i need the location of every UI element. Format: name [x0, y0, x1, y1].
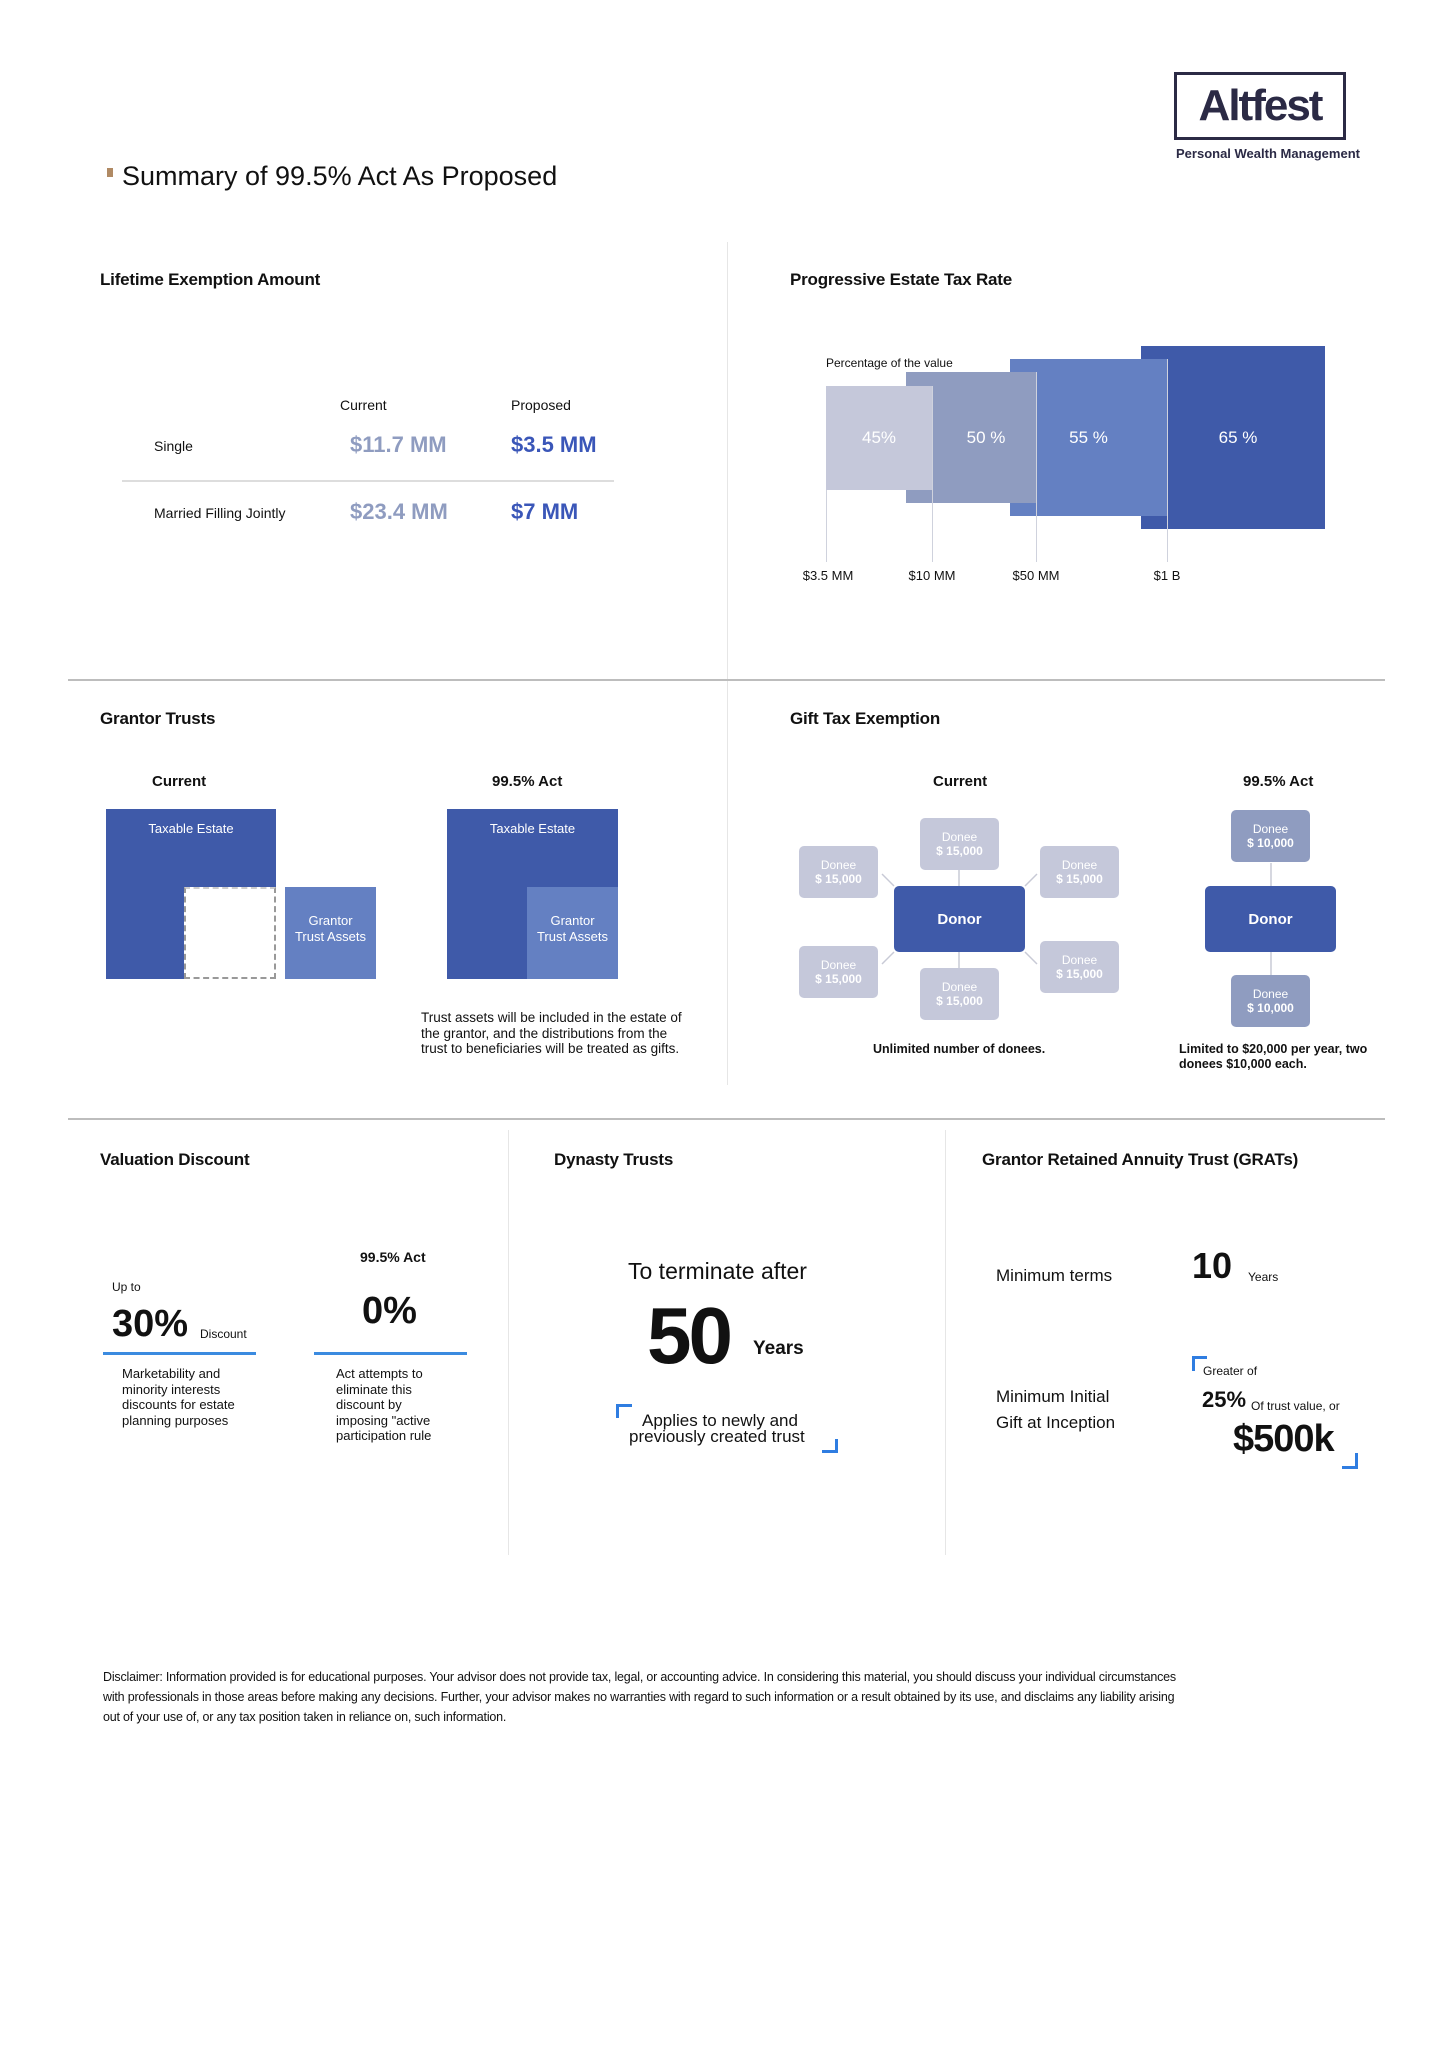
title-bullet	[107, 168, 113, 177]
term-value: 50	[647, 1291, 733, 1380]
connector-arrows	[881, 863, 1272, 975]
act-note: Limited to $20,000 per year, two donees …	[1179, 1042, 1368, 1071]
accent-line	[103, 1352, 256, 1355]
column-header: Current	[340, 397, 387, 413]
section-title: Progressive Estate Tax Rate	[790, 270, 1013, 289]
page-title: Summary of 99.5% Act As Proposed	[122, 161, 558, 191]
donee: Donee $ 15,000	[1040, 846, 1119, 898]
bracket-icon	[616, 1404, 632, 1418]
divider	[727, 242, 728, 1085]
row-label: Married Filling Jointly	[154, 505, 286, 521]
terms-label: Minimum terms	[996, 1266, 1113, 1285]
proposed-value: $3.5 MM	[511, 432, 597, 457]
pct-note: Of trust value, or	[1251, 1399, 1340, 1413]
grantor-trust-assets-current: Grantor Trust Assets	[285, 887, 376, 979]
threshold-label: $10 MM	[908, 568, 956, 583]
act-label: 99.5% Act	[360, 1249, 426, 1265]
donee: Donee $ 15,000	[799, 846, 878, 898]
current-label: Current	[152, 773, 207, 790]
gift-pct: 25%	[1202, 1387, 1247, 1412]
chart-caption: Percentage of the value	[826, 356, 953, 370]
donee: Donee $ 15,000	[920, 818, 999, 870]
terms-unit: Years	[1248, 1270, 1279, 1284]
threshold-line	[826, 490, 827, 562]
up-to-label: Up to	[112, 1280, 141, 1294]
grantor-trust-assets-act: Grantor Trust Assets	[527, 887, 618, 979]
bracket-icon	[1192, 1356, 1207, 1371]
threshold-line	[932, 386, 933, 562]
act-label: 99.5% Act	[492, 773, 563, 790]
logo: Altfest	[1174, 72, 1346, 140]
current-value: $23.4 MM	[350, 499, 448, 524]
donee: Donee $ 10,000	[1231, 810, 1310, 862]
donor-act: Donor	[1205, 886, 1336, 952]
discount-label: Discount	[200, 1327, 247, 1341]
disclaimer: Disclaimer: Information provided is for …	[103, 1670, 1176, 1724]
current-note: Marketability and minority interests dis…	[122, 1366, 235, 1428]
current-label: Current	[933, 773, 988, 790]
threshold-line	[1167, 359, 1168, 562]
section-title: Grantor Retained Annuity Trust (GRATs)	[982, 1150, 1299, 1169]
bracket-icon	[822, 1439, 838, 1453]
grantor-note: Trust assets will be included in the est…	[421, 1010, 682, 1057]
current-discount: 30%	[112, 1303, 189, 1345]
term-unit: Years	[753, 1338, 804, 1359]
divider	[945, 1130, 946, 1555]
logo-tagline: Personal Wealth Management	[1176, 146, 1360, 161]
donee: Donee $ 15,000	[799, 946, 878, 998]
note-line: Applies to newly and	[642, 1411, 798, 1430]
rate-bar-65: 65 %	[1141, 346, 1325, 529]
lead-text: To terminate after	[628, 1258, 807, 1284]
threshold-label: $50 MM	[1012, 568, 1060, 583]
section-title: Gift Tax Exemption	[790, 709, 941, 728]
divider	[68, 679, 1385, 681]
section-title: Grantor Trusts	[100, 709, 216, 728]
gift-label: Minimum Initial	[996, 1387, 1110, 1406]
greater-label: Greater of	[1203, 1364, 1258, 1378]
section-title: Dynasty Trusts	[554, 1150, 674, 1169]
donor-current: Donor	[894, 886, 1025, 952]
terms-value: 10	[1192, 1245, 1233, 1286]
section-title: Valuation Discount	[100, 1150, 250, 1169]
donee: Donee $ 10,000	[1231, 975, 1310, 1027]
section-title: Lifetime Exemption Amount	[100, 270, 321, 289]
threshold-line	[1036, 372, 1037, 562]
gift-amount: $500k	[1233, 1418, 1335, 1460]
divider	[68, 1118, 1385, 1120]
act-note: Act attempts to eliminate this discount …	[336, 1366, 432, 1444]
current-note: Unlimited number of donees.	[873, 1042, 1046, 1056]
threshold-label: $3.5 MM	[802, 568, 854, 583]
donee: Donee $ 15,000	[920, 968, 999, 1020]
act-label: 99.5% Act	[1243, 773, 1314, 790]
threshold-label: $1 B	[1153, 568, 1181, 583]
bracket-icon	[1342, 1453, 1358, 1469]
act-discount: 0%	[362, 1290, 417, 1332]
gift-label: Gift at Inception	[996, 1413, 1116, 1432]
row-divider	[122, 480, 614, 482]
accent-line	[314, 1352, 467, 1355]
note-line: previously created trust	[629, 1427, 805, 1446]
excluded-assets-outline	[184, 887, 276, 979]
divider	[508, 1130, 509, 1555]
column-header: Proposed	[511, 397, 571, 413]
proposed-value: $7 MM	[511, 499, 579, 524]
donee: Donee $ 15,000	[1040, 941, 1119, 993]
row-label: Single	[154, 438, 193, 454]
current-value: $11.7 MM	[350, 432, 447, 457]
rate-bar-45: 45%	[826, 386, 932, 490]
